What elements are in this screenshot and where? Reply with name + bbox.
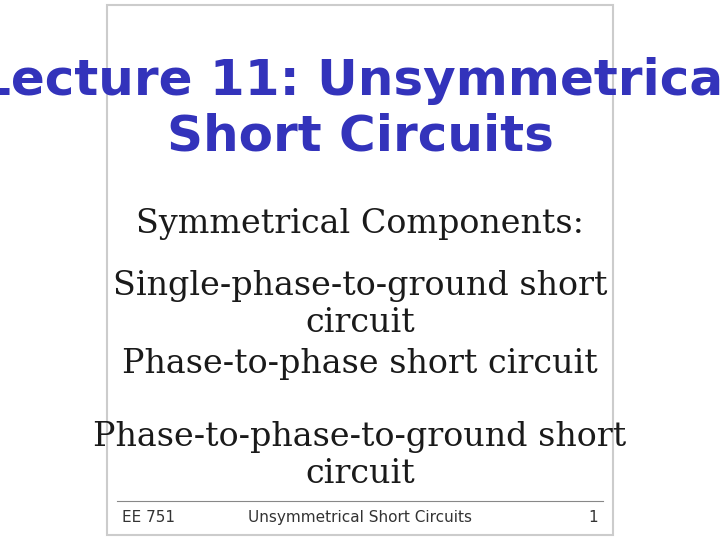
Text: Lecture 11: Unsymmetrical
Short Circuits: Lecture 11: Unsymmetrical Short Circuits <box>0 57 720 160</box>
Text: EE 751: EE 751 <box>122 510 176 525</box>
Text: Unsymmetrical Short Circuits: Unsymmetrical Short Circuits <box>248 510 472 525</box>
Text: Single-phase-to-ground short
circuit: Single-phase-to-ground short circuit <box>113 270 607 339</box>
Text: Symmetrical Components:: Symmetrical Components: <box>136 208 584 240</box>
Text: 1: 1 <box>588 510 598 525</box>
Text: Phase-to-phase-to-ground short
circuit: Phase-to-phase-to-ground short circuit <box>94 421 626 490</box>
Text: Phase-to-phase short circuit: Phase-to-phase short circuit <box>122 348 598 380</box>
